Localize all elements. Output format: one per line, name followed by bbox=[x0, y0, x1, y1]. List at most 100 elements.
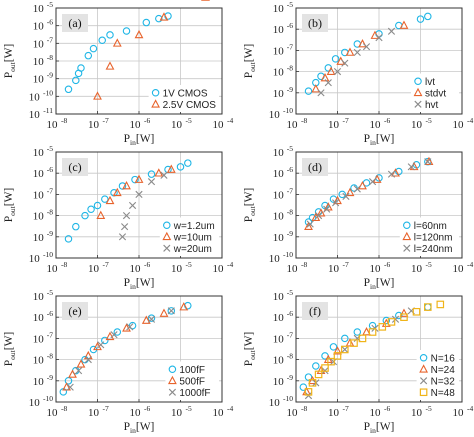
y-tick-exponent: -8 bbox=[287, 352, 293, 361]
x-axis-label: Pin[W] bbox=[124, 277, 155, 291]
y-tick-label: 10 bbox=[269, 253, 281, 265]
data-point bbox=[342, 192, 350, 201]
x-tick-exponent: -7 bbox=[343, 116, 349, 125]
data-point bbox=[64, 235, 73, 243]
legend-marker bbox=[167, 375, 177, 385]
x-tick-label: 10 bbox=[411, 263, 423, 275]
data-point bbox=[332, 199, 340, 207]
y-tick-label: 10 bbox=[269, 109, 281, 121]
y-tick-exponent: -8 bbox=[287, 64, 293, 73]
y-tick-exponent: -8 bbox=[47, 352, 53, 361]
x-tick-exponent: -4 bbox=[467, 116, 473, 125]
data-point bbox=[329, 343, 338, 351]
x-tick-label: 10 bbox=[130, 263, 142, 275]
data-point bbox=[333, 68, 342, 76]
data-point bbox=[311, 84, 321, 93]
y-tick-exponent: -8 bbox=[47, 208, 53, 217]
x-tick-label: 10 bbox=[411, 407, 423, 419]
data-point bbox=[345, 187, 355, 197]
y-tick-exponent: -6 bbox=[47, 18, 53, 27]
y-tick-label: 10 bbox=[273, 88, 285, 100]
x-tick-label: 10 bbox=[287, 119, 299, 131]
x-tick-label: 10 bbox=[47, 407, 59, 419]
legend-marker bbox=[419, 364, 429, 373]
data-point bbox=[407, 163, 415, 171]
data-point bbox=[141, 315, 151, 324]
legend-label: 100fF bbox=[179, 365, 205, 376]
data-point bbox=[72, 76, 80, 85]
data-point bbox=[424, 158, 432, 166]
y-tick-exponent: -5 bbox=[47, 288, 53, 297]
x-tick-label: 10 bbox=[287, 407, 299, 419]
data-point bbox=[135, 190, 143, 198]
data-point bbox=[358, 39, 367, 48]
x-tick-label: 10 bbox=[130, 119, 142, 131]
data-point bbox=[306, 220, 314, 228]
y-tick-exponent: -5 bbox=[47, 0, 53, 9]
y-tick-label: 10 bbox=[33, 232, 45, 244]
y-tick-exponent: -7 bbox=[287, 186, 293, 195]
x-tick-exponent: -4 bbox=[227, 116, 233, 125]
x-tick-exponent: -4 bbox=[227, 404, 233, 413]
x-tick-exponent: -7 bbox=[343, 260, 349, 269]
data-point bbox=[112, 38, 122, 47]
x-tick-exponent: -7 bbox=[343, 404, 349, 413]
x-tick-exponent: -8 bbox=[61, 116, 67, 125]
legend-marker bbox=[414, 100, 422, 108]
y-tick-label: 10 bbox=[33, 333, 45, 345]
x-tick-label: 10 bbox=[171, 407, 183, 419]
x-axis-label: Pin[W] bbox=[364, 133, 395, 147]
data-point bbox=[72, 222, 80, 231]
x-tick-exponent: -6 bbox=[384, 404, 390, 413]
data-points bbox=[59, 301, 192, 396]
legend-label: stdvt bbox=[425, 88, 446, 99]
data-point bbox=[341, 334, 349, 343]
x-tick-label: 10 bbox=[130, 407, 142, 419]
data-point bbox=[350, 339, 358, 347]
y-tick-label: 10 bbox=[33, 168, 45, 180]
x-tick-label: 10 bbox=[453, 119, 465, 131]
legend: N=16N=24N=32N=48 bbox=[416, 350, 459, 400]
legend-label: 1V CMOS bbox=[163, 88, 208, 99]
y-tick-exponent: -5 bbox=[287, 288, 293, 297]
data-point bbox=[331, 55, 340, 63]
x-tick-label: 10 bbox=[88, 407, 100, 419]
legend-marker bbox=[168, 388, 176, 396]
data-point bbox=[105, 61, 115, 70]
y-axis-label: Pout[W] bbox=[3, 332, 17, 367]
data-point bbox=[147, 315, 156, 323]
data-point bbox=[93, 91, 102, 100]
data-point bbox=[105, 195, 115, 205]
y-tick-label: 10 bbox=[273, 189, 285, 201]
y-tick-label: 10 bbox=[273, 232, 285, 244]
x-tick-label: 10 bbox=[453, 263, 465, 275]
y-tick-exponent: -9 bbox=[47, 71, 53, 80]
data-point bbox=[304, 221, 313, 231]
y-tick-label: 10 bbox=[33, 147, 45, 159]
legend-label: N=32 bbox=[431, 376, 456, 387]
grid bbox=[56, 296, 222, 402]
data-point bbox=[320, 73, 330, 82]
data-point bbox=[327, 357, 335, 366]
y-tick-label: 10 bbox=[33, 38, 45, 50]
y-tick-exponent: -9 bbox=[47, 373, 53, 382]
data-point bbox=[147, 314, 156, 322]
data-point bbox=[391, 168, 400, 177]
legend-marker bbox=[414, 77, 422, 86]
data-point bbox=[154, 168, 164, 177]
data-point bbox=[160, 171, 168, 179]
x-tick-label: 10 bbox=[171, 119, 183, 131]
data-point bbox=[134, 29, 144, 39]
y-tick-label: 10 bbox=[29, 109, 41, 121]
y-tick-label: 10 bbox=[33, 56, 45, 68]
data-point bbox=[101, 195, 109, 203]
y-tick-label: 10 bbox=[33, 291, 45, 303]
x-tick-exponent: -5 bbox=[186, 404, 192, 413]
y-tick-label: 10 bbox=[273, 355, 285, 367]
panel-tag: (f) bbox=[302, 302, 328, 320]
y-tick-label: 10 bbox=[33, 376, 45, 388]
y-tick-label: 10 bbox=[29, 397, 41, 409]
